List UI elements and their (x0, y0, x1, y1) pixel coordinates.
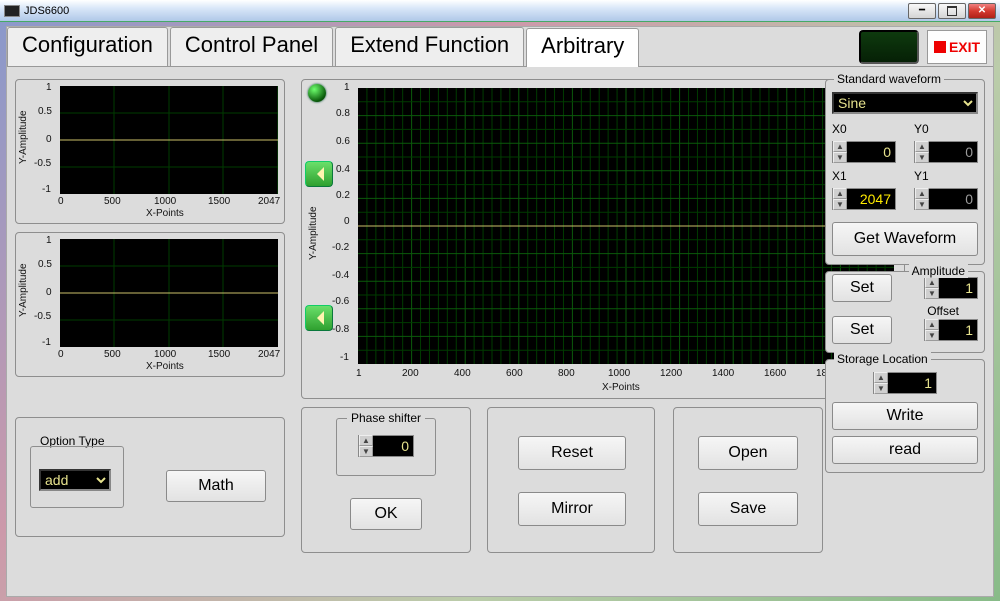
app-frame: Configuration Control Panel Extend Funct… (6, 26, 994, 597)
y0-label: Y0 (914, 122, 978, 136)
tab-configuration[interactable]: Configuration (7, 27, 168, 66)
tab-bar: Configuration Control Panel Extend Funct… (7, 27, 993, 67)
write-button[interactable]: Write (832, 402, 978, 430)
phase-input[interactable]: ▲▼ (358, 435, 414, 457)
reset-button[interactable]: Reset (518, 436, 626, 470)
x1-input[interactable]: ▲▼ (832, 188, 896, 210)
mini1-xlabel: X-Points (146, 208, 184, 219)
standard-waveform-group: Standard waveform Sine X0 ▲▼ Y0 ▲▼ (825, 79, 985, 265)
x1-label: X1 (832, 169, 896, 183)
amplitude-input[interactable]: ▲▼ (924, 277, 978, 299)
mini2-xlabel: X-Points (146, 361, 184, 372)
phase-shifter-panel: Phase shifter ▲▼ OK (301, 407, 471, 553)
option-type-panel: Option Type add Math (15, 417, 285, 537)
save-button[interactable]: Save (698, 492, 798, 526)
y0-input: ▲▼ (914, 141, 978, 163)
waveform-select[interactable]: Sine (832, 92, 978, 114)
exit-button[interactable]: EXIT (927, 30, 987, 64)
chart-led (308, 84, 326, 102)
offset-input[interactable]: ▲▼ (924, 319, 978, 341)
offset-set-button[interactable]: Set (832, 316, 892, 344)
storage-title: Storage Location (834, 352, 931, 366)
mini-chart-2-plot (60, 239, 278, 347)
right-column: Standard waveform Sine X0 ▲▼ Y0 ▲▼ (825, 79, 985, 479)
exit-icon (934, 41, 946, 53)
offset-title: Offset (924, 304, 962, 318)
window-minimize-button[interactable]: ━ (908, 3, 936, 19)
open-save-panel: Open Save (673, 407, 823, 553)
amplitude-offset-group: Amplitude Set ▲▼ Offset Set ▲▼ (825, 271, 985, 353)
copy-to-main-arrow-2[interactable] (305, 305, 333, 331)
main-chart-plot (358, 88, 894, 364)
storage-group: Storage Location ▲▼ Write read (825, 359, 985, 473)
open-button[interactable]: Open (698, 436, 798, 470)
y1-label: Y1 (914, 169, 978, 183)
y1-input: ▲▼ (914, 188, 978, 210)
amplitude-title: Amplitude (909, 264, 968, 278)
storage-input[interactable]: ▲▼ (873, 372, 937, 394)
window-maximize-button[interactable] (938, 3, 966, 19)
exit-label: EXIT (949, 39, 980, 55)
main-chart-panel: (function(){ var svg=document.querySelec… (301, 79, 905, 399)
reset-mirror-panel: Reset Mirror (487, 407, 655, 553)
x0-label: X0 (832, 122, 896, 136)
option-type-select[interactable]: add (39, 469, 111, 491)
window-title: JDS6600 (24, 5, 69, 17)
get-waveform-button[interactable]: Get Waveform (832, 222, 978, 256)
big-ylabel: Y-Amplitude (308, 206, 319, 260)
amplitude-set-button[interactable]: Set (832, 274, 892, 302)
window-close-button[interactable]: ✕ (968, 3, 996, 19)
phase-shifter-title: Phase shifter (347, 411, 425, 425)
mini-chart-1-plot (60, 86, 278, 194)
mini-chart-2: Y-Amplitude 1 0.5 0 -0.5 -1 0 500 1000 1… (15, 232, 285, 377)
read-button[interactable]: read (832, 436, 978, 464)
mini-chart-1: Y-Amplitude 1 0.5 0 -0.5 -1 0 500 1000 1… (15, 79, 285, 224)
tab-control-panel[interactable]: Control Panel (170, 27, 333, 66)
copy-to-main-arrow-1[interactable] (305, 161, 333, 187)
x0-input[interactable]: ▲▼ (832, 141, 896, 163)
window-titlebar: JDS6600 ━ ✕ (0, 0, 1000, 22)
tab-arbitrary[interactable]: Arbitrary (526, 28, 639, 67)
phase-ok-button[interactable]: OK (350, 498, 422, 530)
tab-extend-function[interactable]: Extend Function (335, 27, 524, 66)
math-button[interactable]: Math (166, 470, 266, 502)
mirror-button[interactable]: Mirror (518, 492, 626, 526)
status-led (859, 30, 919, 64)
big-xlabel: X-Points (602, 382, 640, 393)
app-icon (4, 5, 20, 17)
mini2-ylabel: Y-Amplitude (18, 263, 29, 317)
mini1-ylabel: Y-Amplitude (18, 110, 29, 164)
standard-waveform-title: Standard waveform (834, 72, 944, 86)
